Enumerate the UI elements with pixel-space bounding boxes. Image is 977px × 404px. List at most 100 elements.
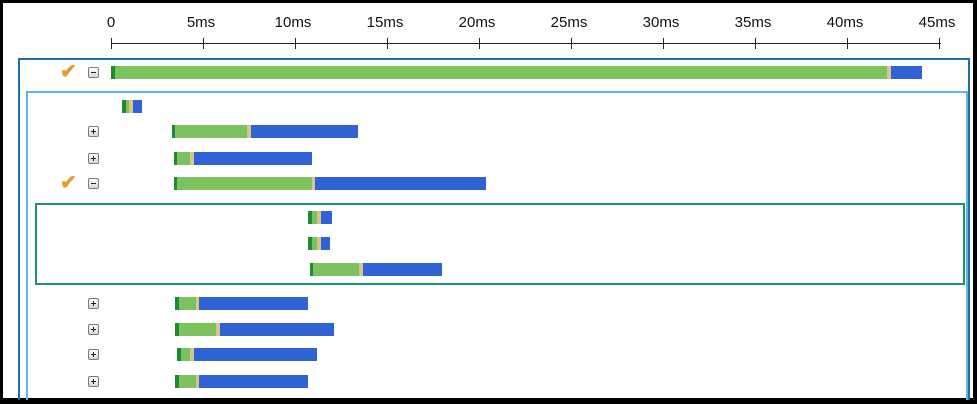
timing-bar[interactable] [173,177,487,190]
axis-tick [295,38,296,49]
group-sub [35,203,965,285]
segment-receiving [320,237,330,250]
segment-request-sent [195,375,200,388]
segment-waiting [313,263,360,276]
segment-stalled [111,66,115,79]
axis-tick-label: 30ms [642,14,680,31]
segment-stalled [171,125,176,138]
request-row[interactable] [0,322,977,338]
timing-bar[interactable] [177,348,318,361]
timing-bar[interactable] [111,66,923,79]
segment-request-sent [247,125,251,138]
timing-bar[interactable] [307,237,330,250]
segment-waiting [125,100,130,113]
group-inner [26,91,968,400]
segment-stalled [173,152,178,165]
axis-tick-label: 5ms [186,14,216,31]
segment-stalled [177,348,181,361]
segment-waiting [311,211,318,224]
segment-waiting [179,323,216,336]
axis-tick-label: 15ms [366,14,404,31]
segment-waiting [311,237,318,250]
segment-request-sent [311,177,316,190]
segment-receiving [193,152,312,165]
timing-bar[interactable] [175,375,308,388]
timing-bar[interactable] [309,263,443,276]
collapse-icon[interactable] [88,178,99,189]
segment-stalled [175,323,180,336]
expand-icon[interactable] [88,298,99,309]
expand-icon[interactable] [88,376,99,387]
segment-receiving [363,263,443,276]
timing-bar[interactable] [171,125,358,138]
segment-receiving [320,211,332,224]
axis-tick-label: 40ms [826,14,864,31]
expand-icon[interactable] [88,153,99,164]
request-row[interactable] [0,262,977,278]
time-axis: 0 5ms 10ms 15ms 20ms 25ms 30ms 35ms 40ms 45ms [0,0,977,56]
request-row[interactable] [0,296,977,312]
checkmark-icon: ✔ [60,172,77,194]
axis-tick [847,38,848,49]
segment-stalled [175,375,180,388]
collapse-icon[interactable] [88,67,99,78]
request-row[interactable] [0,347,977,363]
axis-tick [663,38,664,49]
segment-waiting [180,348,191,361]
group-outer [18,58,970,400]
expand-icon[interactable] [88,324,99,335]
segment-waiting [114,66,888,79]
axis-tick [939,38,940,49]
timing-bar[interactable] [175,323,334,336]
checkmark-icon: ✔ [60,61,77,83]
segment-receiving [199,375,308,388]
axis-tick [571,38,572,49]
request-row[interactable] [0,124,977,140]
segment-receiving [891,66,923,79]
request-row[interactable] [0,374,977,390]
segment-waiting [179,297,196,310]
timing-bar[interactable] [175,297,308,310]
request-row[interactable] [0,210,977,226]
segment-waiting [177,152,191,165]
timing-bar[interactable] [173,152,312,165]
axis-tick [755,38,756,49]
segment-request-sent [195,297,200,310]
segment-stalled [307,237,312,250]
expand-icon[interactable] [88,126,99,137]
segment-request-sent [317,211,321,224]
axis-tick [111,38,112,49]
segment-stalled [175,297,180,310]
segment-receiving [133,100,143,113]
request-row[interactable] [0,236,977,252]
axis-tick-label: 35ms [734,14,772,31]
axis-tick [203,38,204,49]
request-row[interactable]: ✔ [0,61,977,83]
axis-tick [387,38,388,49]
axis-tick-label: 10ms [274,14,312,31]
segment-receiving [250,125,358,138]
expand-icon[interactable] [88,349,99,360]
segment-stalled [173,177,178,190]
segment-request-sent [359,263,364,276]
segment-request-sent [190,348,194,361]
segment-receiving [199,297,308,310]
timing-bar[interactable] [122,100,143,113]
segment-waiting [177,177,312,190]
segment-receiving [219,323,334,336]
timing-bar[interactable] [307,211,332,224]
segment-request-sent [129,100,134,113]
segment-stalled [309,263,314,276]
axis-tick-label: 0 [106,14,116,31]
axis-tick-label: 20ms [458,14,496,31]
axis-tick-label: 45ms [918,14,956,31]
request-row[interactable] [0,99,977,115]
axis-line [111,43,941,44]
request-row[interactable]: ✔ [0,172,977,194]
segment-waiting [179,375,196,388]
request-row[interactable] [0,151,977,167]
segment-stalled [122,100,126,113]
segment-request-sent [215,323,220,336]
axis-tick [479,38,480,49]
